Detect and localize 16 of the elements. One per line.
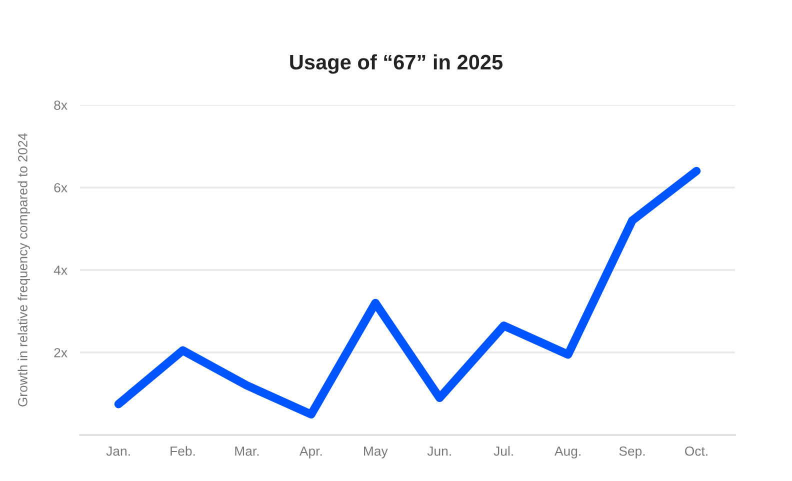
x-tick-label: Mar. [235, 446, 259, 456]
x-tick-label: Sep. [619, 446, 645, 458]
chart-title: Usage of “67” in 2025 [290, 54, 503, 74]
x-tick-label: Oct. [685, 446, 708, 456]
x-tick-label: Apr. [299, 446, 322, 458]
y-tick-label: 6x [54, 183, 68, 192]
x-tick-label: Jan. [106, 446, 130, 456]
y-tick-label: 4x [54, 266, 68, 275]
y-tick-label: 2x [54, 348, 68, 358]
x-tick-label: May [364, 446, 388, 458]
x-tick-label: Jul. [494, 446, 513, 456]
x-tick-label: Jun. [427, 446, 451, 456]
x-tick-label: Aug. [554, 446, 580, 458]
y-tick-label: 8x [54, 100, 68, 110]
x-tick-label: Feb. [170, 446, 195, 456]
y-axis-title: Growth in relative frequency compared to 2024 [18, 133, 30, 406]
